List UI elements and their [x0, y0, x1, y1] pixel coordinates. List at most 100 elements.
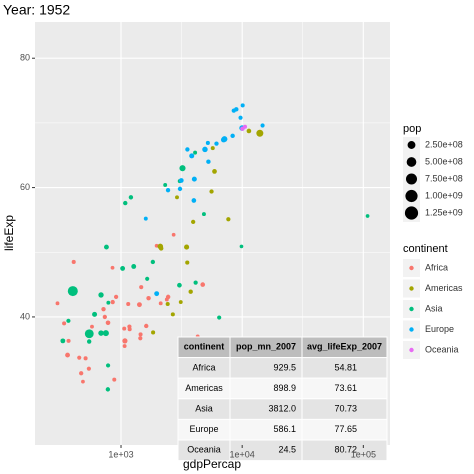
point	[102, 314, 107, 320]
point	[104, 244, 109, 250]
legend-size-mark	[406, 157, 417, 167]
point	[55, 301, 60, 306]
table-cell-text: 3812.0	[268, 403, 296, 413]
point	[122, 326, 127, 331]
legend-label: 2.50e+08	[425, 139, 463, 149]
point	[217, 315, 222, 320]
point	[185, 260, 190, 265]
x-tick-label: 1e+04	[230, 449, 255, 459]
legend-label: Oceania	[425, 344, 459, 354]
table-cell-text: 80.72	[334, 445, 357, 455]
point	[365, 214, 370, 218]
legend-label: Americas	[425, 283, 463, 293]
point	[83, 356, 88, 361]
x-tick-label: 1e+05	[351, 449, 376, 459]
point	[123, 200, 128, 206]
point	[212, 169, 217, 174]
point	[81, 379, 85, 384]
point	[67, 286, 78, 297]
point	[177, 282, 182, 288]
point	[66, 318, 71, 323]
point	[62, 321, 67, 326]
chart-title: Year: 1952	[3, 2, 70, 18]
point	[92, 311, 98, 317]
point	[143, 216, 148, 221]
point	[260, 123, 265, 128]
point	[105, 387, 111, 392]
point	[151, 330, 156, 335]
table-cell-text: 77.65	[334, 424, 357, 434]
table-cell	[301, 439, 388, 462]
color-legend-title: continent	[403, 243, 448, 255]
point	[131, 264, 137, 269]
point	[243, 124, 248, 129]
y-tick-label: 40	[20, 311, 30, 321]
point	[179, 165, 186, 172]
table-cell-text: Asia	[195, 403, 213, 413]
point	[164, 297, 169, 302]
point	[210, 146, 215, 151]
legend-label: 1.00e+09	[425, 190, 463, 200]
point	[150, 259, 155, 265]
legend-size-mark	[407, 141, 416, 149]
legend-swatch	[409, 286, 414, 291]
legend-swatch	[409, 347, 414, 353]
point	[165, 301, 170, 307]
point	[185, 147, 190, 152]
table-cell-text: Oceania	[187, 445, 221, 455]
table-header: avg_lifeExp_2007	[307, 342, 382, 352]
legend-size-mark	[405, 173, 418, 185]
point	[200, 282, 206, 287]
point	[191, 176, 197, 182]
point	[158, 301, 163, 306]
point	[239, 244, 244, 249]
point	[184, 244, 190, 250]
table-header: continent	[184, 342, 225, 352]
legend-label: Africa	[425, 262, 448, 272]
point	[138, 332, 143, 337]
point	[256, 129, 264, 137]
point	[191, 219, 196, 225]
point	[178, 300, 183, 305]
point	[86, 366, 91, 371]
point	[136, 302, 142, 308]
point	[65, 352, 70, 358]
point	[214, 141, 219, 146]
point	[230, 133, 235, 139]
point	[105, 363, 111, 368]
point	[66, 338, 71, 343]
table-cell-text: 73.61	[334, 383, 357, 393]
y-tick-label: 80	[20, 53, 30, 63]
table-header: pop_mn_2007	[236, 342, 296, 352]
legend-swatch	[409, 265, 414, 271]
point	[188, 289, 193, 294]
point	[101, 306, 106, 312]
legend-label: 1.25e+09	[425, 207, 463, 217]
point	[105, 320, 111, 326]
point	[110, 299, 115, 305]
legend-size-mark	[404, 206, 419, 220]
point	[238, 115, 243, 120]
point	[60, 338, 66, 344]
point	[154, 291, 160, 297]
point	[221, 136, 228, 142]
point	[240, 103, 245, 108]
point	[171, 232, 176, 237]
point	[113, 294, 119, 300]
point	[86, 339, 92, 344]
point	[193, 280, 198, 285]
point	[112, 377, 117, 382]
legend-label: Europe	[425, 324, 454, 334]
size-legend-title: pop	[403, 123, 421, 135]
point	[122, 338, 128, 344]
point	[163, 183, 168, 187]
point	[144, 323, 149, 329]
point	[205, 140, 210, 145]
point	[98, 292, 104, 298]
point	[231, 108, 236, 113]
point	[110, 265, 115, 270]
point	[191, 198, 197, 203]
point	[226, 217, 231, 222]
